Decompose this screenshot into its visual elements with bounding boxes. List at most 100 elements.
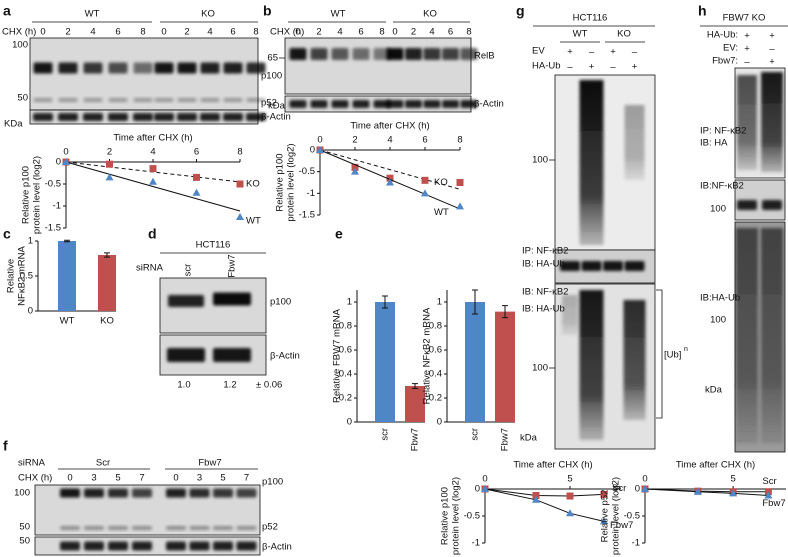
band	[331, 48, 349, 60]
marker	[456, 179, 464, 186]
label: kDa	[268, 101, 286, 112]
y-tick-label: 0.4	[429, 369, 442, 380]
band	[84, 488, 104, 498]
marker	[316, 146, 324, 153]
marker	[386, 178, 394, 186]
label: 100	[710, 315, 726, 326]
marker	[193, 173, 200, 181]
label: 50	[19, 522, 30, 533]
band	[737, 200, 757, 210]
label: p52	[261, 98, 277, 109]
band	[166, 526, 186, 530]
series-line	[484, 488, 605, 497]
label: β-Actin	[262, 542, 292, 553]
label: +	[589, 62, 595, 73]
band	[246, 113, 266, 121]
marker	[236, 180, 244, 188]
label: +	[567, 47, 573, 58]
y-tick-label: 0	[56, 157, 61, 168]
marker	[566, 492, 574, 500]
x-tick-label: 5	[730, 474, 735, 485]
band	[310, 48, 328, 60]
band	[189, 541, 210, 551]
label: KO	[617, 29, 631, 40]
marker	[693, 487, 702, 495]
band	[33, 62, 53, 74]
y-tick-label: 0.4	[339, 369, 352, 380]
band	[58, 62, 78, 74]
band	[236, 488, 257, 498]
label: IB: HA	[700, 138, 728, 149]
y-axis-label: protein level (log2)	[32, 156, 43, 234]
error-bar	[502, 305, 508, 319]
label: p100	[270, 297, 291, 308]
label: 0	[392, 27, 397, 38]
series-label: Fbw7	[610, 520, 633, 531]
label: 2	[316, 27, 321, 38]
label: +	[769, 57, 775, 68]
label: EV	[532, 46, 545, 57]
x-tick-label: 8	[457, 135, 462, 146]
band	[423, 48, 441, 60]
label: 0	[161, 27, 166, 38]
x-tick-label: Fbw7	[410, 428, 421, 451]
y-tick-label: 1	[437, 297, 442, 308]
marker	[351, 167, 359, 175]
marker	[456, 202, 464, 210]
y-tick-label: -0.5	[45, 179, 61, 190]
band	[560, 261, 580, 271]
series-label: Fbw7	[762, 498, 785, 509]
label: +	[744, 31, 750, 42]
y-tick-label: 0.2	[339, 393, 352, 404]
band	[108, 113, 128, 121]
label: IB:NF-κB2	[700, 181, 744, 192]
label: 7	[244, 473, 249, 484]
bar	[98, 255, 116, 311]
band	[60, 541, 80, 551]
x-tick-label: 6	[194, 147, 199, 158]
band	[200, 62, 220, 74]
band	[213, 348, 251, 362]
band	[83, 113, 103, 121]
band	[603, 261, 623, 271]
chart-title: Time after CHX (h)	[676, 460, 755, 471]
band	[373, 100, 391, 108]
error-bar	[64, 239, 70, 243]
panel-letter: g	[516, 3, 525, 19]
x-tick-label: scr	[470, 428, 481, 441]
smear	[761, 228, 783, 443]
y-tick-label: 1	[28, 236, 33, 247]
label: [Ub]	[664, 350, 681, 361]
band	[177, 62, 197, 74]
band	[83, 98, 103, 102]
y-tick-label: -1	[632, 538, 640, 549]
panel-letter: e	[335, 226, 343, 242]
marker	[532, 495, 540, 503]
y-axis-label: Relative p100	[21, 166, 32, 224]
y-axis-label: protein level (log2)	[286, 143, 297, 221]
band	[108, 526, 128, 530]
x-tick-label: scr	[380, 428, 391, 441]
label: KDa	[4, 119, 23, 130]
band	[133, 113, 153, 121]
smear	[761, 72, 783, 172]
y-tick-label: -0.5	[299, 166, 315, 177]
band	[84, 526, 104, 530]
x-tick-label: 0	[642, 474, 647, 485]
label: 100	[710, 204, 726, 215]
band	[213, 488, 233, 498]
bar	[465, 302, 485, 422]
x-tick-label: WT	[60, 316, 75, 327]
error-bar	[412, 383, 418, 389]
label: HA-Ub	[532, 61, 561, 72]
band	[213, 541, 233, 551]
label: 0	[67, 473, 72, 484]
series-label: KO	[434, 177, 448, 188]
label: 2	[184, 27, 189, 38]
label: Fbw7:	[712, 56, 738, 67]
label: 8	[466, 27, 471, 38]
y-tick-label: -0.5	[464, 511, 480, 522]
x-tick-label: 8	[237, 147, 242, 158]
panel-letter: a	[3, 3, 11, 19]
